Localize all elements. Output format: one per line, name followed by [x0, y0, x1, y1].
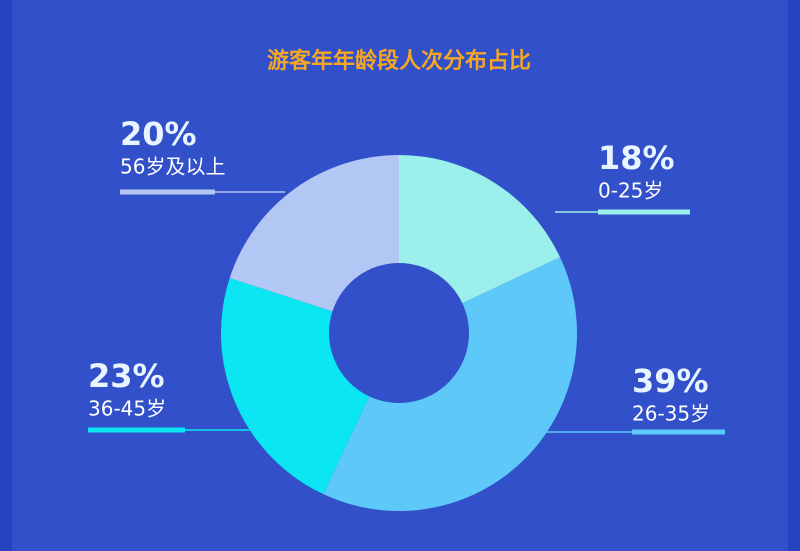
category-label: 56岁及以上 — [120, 155, 225, 179]
value-label: 23% — [88, 357, 165, 395]
chart-title: 游客年年龄段人次分布占比 — [267, 48, 531, 74]
category-label: 0-25岁 — [598, 179, 663, 203]
donut-slice — [220, 277, 370, 495]
category-label: 26-35岁 — [632, 402, 710, 426]
category-label: 36-45岁 — [88, 397, 166, 421]
value-label: 20% — [120, 115, 197, 153]
donut-slice — [229, 155, 399, 312]
donut-slice — [323, 257, 577, 511]
donut-slice — [399, 155, 561, 304]
value-label: 39% — [632, 362, 709, 400]
value-label: 18% — [598, 139, 675, 177]
